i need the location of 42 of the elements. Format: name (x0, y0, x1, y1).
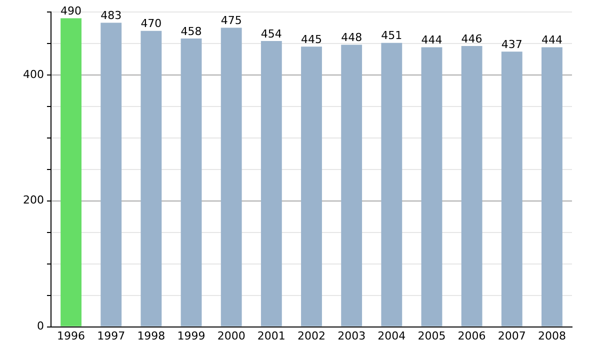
x-tick-label: 2007 (498, 329, 526, 342)
bar (381, 42, 402, 326)
bar (501, 52, 522, 326)
y-tick-label: 0 (36, 320, 44, 333)
x-tick-label: 2008 (538, 329, 566, 342)
y-tick-label: 200 (22, 194, 44, 207)
bar (421, 47, 442, 326)
x-tick-label: 1999 (177, 329, 206, 342)
x-tick-label: 1997 (97, 329, 126, 342)
data-label: 445 (301, 32, 322, 46)
data-label: 490 (60, 4, 82, 18)
bar (301, 46, 322, 326)
data-label: 458 (180, 24, 202, 38)
bar (100, 22, 122, 326)
x-tick-label: 1998 (137, 329, 166, 342)
data-label: 444 (541, 34, 562, 47)
x-tick-label: 2004 (378, 329, 406, 342)
x-tick-label: 2000 (217, 329, 246, 342)
x-tick-label: 2002 (298, 329, 326, 342)
data-label: 451 (381, 29, 402, 42)
data-label: 444 (421, 34, 442, 47)
data-label: 475 (220, 14, 242, 28)
data-label: 437 (501, 38, 522, 52)
data-label: 448 (341, 31, 362, 44)
data-label: 470 (140, 17, 162, 30)
data-label: 454 (260, 27, 282, 40)
bar (542, 47, 562, 326)
bar (341, 44, 362, 326)
bar (461, 46, 482, 326)
x-tick-label: 2005 (418, 329, 446, 342)
x-tick-label: 2006 (458, 329, 486, 342)
bar (180, 38, 202, 326)
x-tick-label: 2001 (257, 329, 286, 342)
bar (260, 40, 282, 326)
x-tick-label: 1996 (57, 329, 86, 342)
bar (220, 28, 242, 326)
data-label: 446 (461, 32, 482, 46)
y-tick-label: 400 (22, 68, 44, 81)
bar (60, 18, 82, 326)
x-tick-label: 2003 (338, 329, 366, 342)
bar (140, 30, 162, 326)
data-label: 483 (100, 9, 122, 22)
